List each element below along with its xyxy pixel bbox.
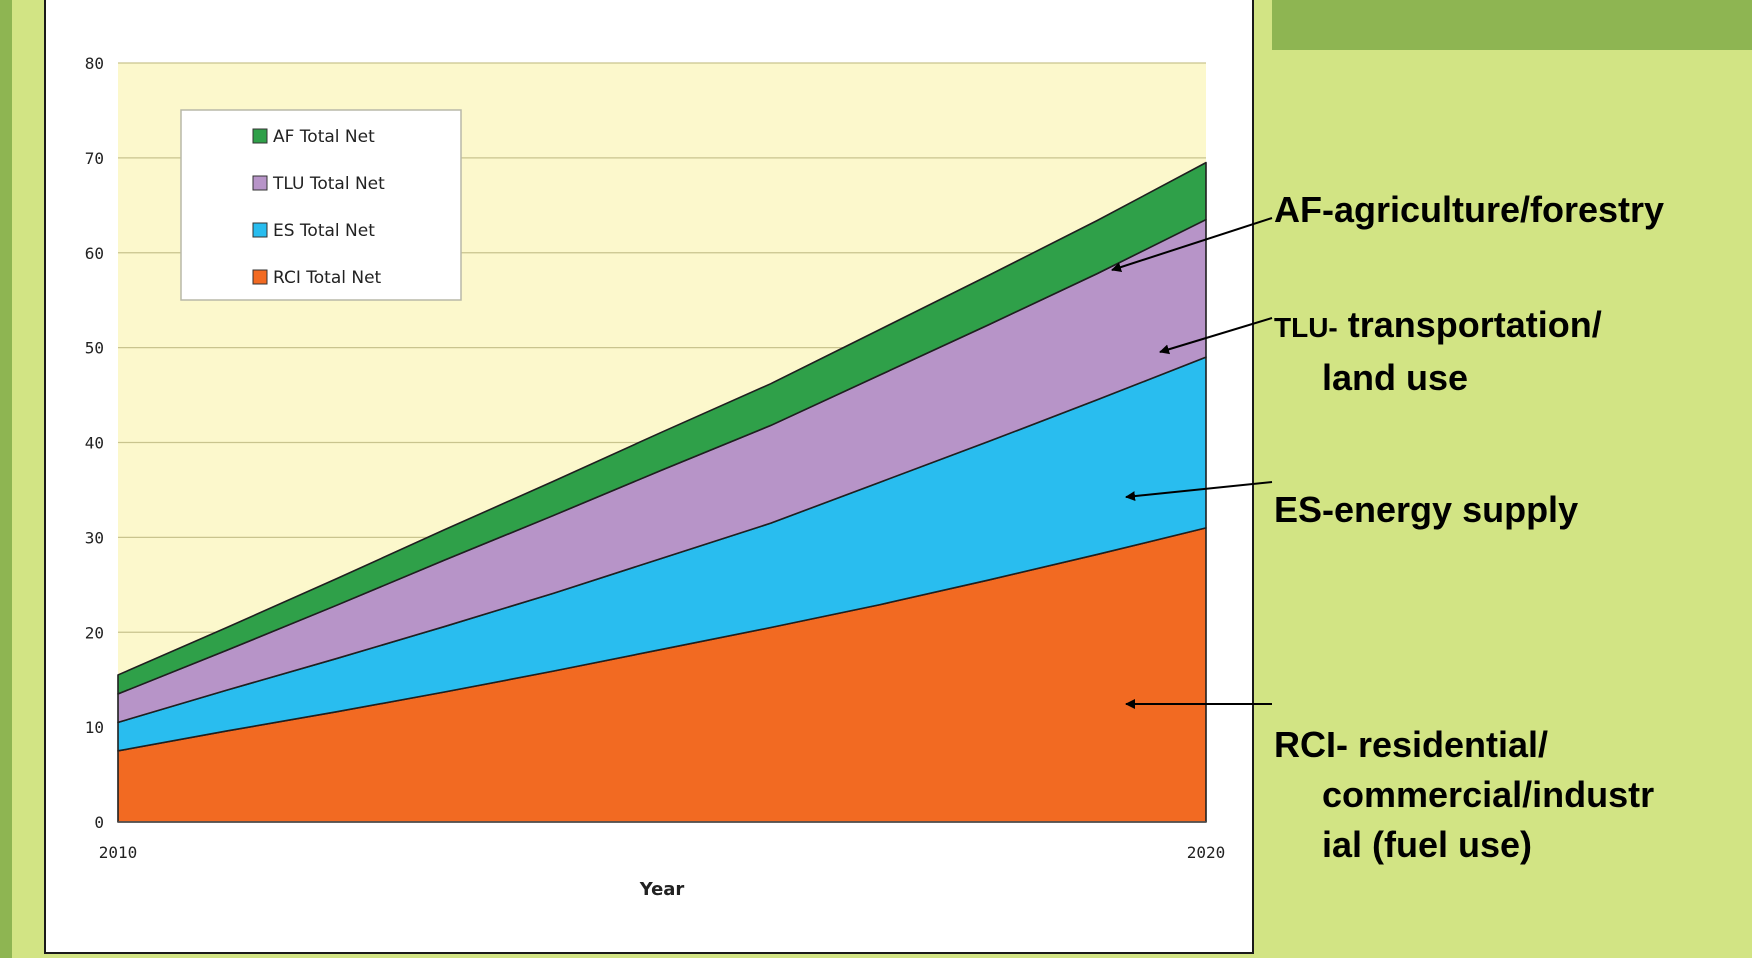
top-accent-band bbox=[1272, 0, 1752, 50]
left-accent-strip bbox=[0, 0, 12, 958]
annotation-rci: RCI- residential/ commercial/industr ial… bbox=[1274, 720, 1654, 870]
annotation-tlu-line2: land use bbox=[1322, 357, 1469, 398]
y-tick-label-80: 80 bbox=[85, 54, 104, 73]
x-tick-label-2020: 2020 bbox=[1187, 843, 1226, 862]
stacked-area-chart: 0 10 20 30 40 50 60 70 80 2010 2020 Year AF Total Ne… bbox=[85, 54, 1226, 900]
legend-label-es: ES Total Net bbox=[273, 221, 375, 241]
annotation-af-label: AF-agriculture/forestry bbox=[1274, 189, 1665, 230]
legend-label-tlu: TLU Total Net bbox=[272, 174, 385, 194]
annotation-tlu-prefix: TLU- bbox=[1274, 312, 1338, 343]
legend-box bbox=[180, 109, 462, 301]
legend-swatch-es bbox=[252, 222, 268, 238]
chart-panel: 0 10 20 30 40 50 60 70 80 2010 2020 Year AF Total Ne… bbox=[44, 0, 1254, 954]
y-tick-label-10: 10 bbox=[85, 718, 104, 737]
y-tick-label-70: 70 bbox=[85, 149, 104, 168]
annotation-rci-line1: RCI- residential/ bbox=[1274, 724, 1549, 765]
annotation-es-label: ES-energy supply bbox=[1274, 489, 1579, 530]
legend-swatch-rci bbox=[252, 269, 268, 285]
y-tick-label-50: 50 bbox=[85, 339, 104, 358]
legend-label-rci: RCI Total Net bbox=[273, 268, 382, 288]
annotation-es: ES-energy supply bbox=[1274, 485, 1578, 535]
annotation-tlu-line1: transportation/ bbox=[1337, 304, 1602, 345]
x-axis-title: Year bbox=[639, 879, 685, 900]
annotation-rci-line3: ial (fuel use) bbox=[1322, 824, 1533, 865]
y-tick-label-30: 30 bbox=[85, 528, 104, 547]
y-tick-label-0: 0 bbox=[94, 813, 104, 832]
annotation-af: AF-agriculture/forestry bbox=[1274, 185, 1664, 235]
y-tick-label-20: 20 bbox=[85, 623, 104, 642]
legend-swatch-af bbox=[252, 128, 268, 144]
legend-swatch-tlu bbox=[252, 175, 268, 191]
annotation-tlu: TLU- transportation/ land use bbox=[1274, 300, 1602, 403]
y-tick-label-40: 40 bbox=[85, 434, 104, 453]
x-tick-label-2010: 2010 bbox=[99, 843, 138, 862]
annotation-rci-line2: commercial/industr bbox=[1322, 774, 1655, 815]
y-tick-label-60: 60 bbox=[85, 244, 104, 263]
legend-label-af: AF Total Net bbox=[273, 127, 375, 147]
